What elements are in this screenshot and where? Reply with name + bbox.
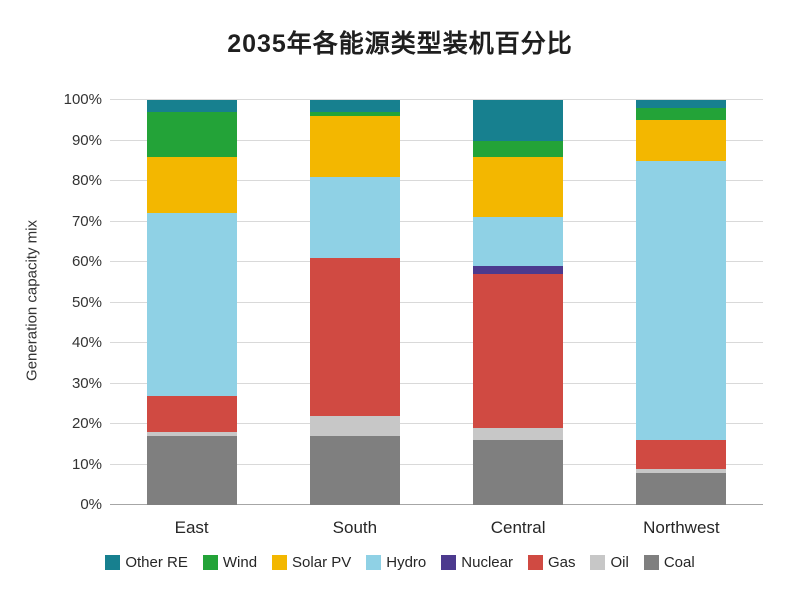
x-tick-label-northwest: Northwest [643,518,720,537]
y-tick-label: 70% [71,212,102,230]
legend-label: Nuclear [461,554,513,571]
segment-hydro [473,217,564,267]
bar-northwest [636,100,727,505]
segment-oil [636,468,727,473]
segment-oil [473,428,564,441]
gridline [110,382,763,384]
legend-item-oil: Oil [590,554,629,571]
plot-area [110,99,763,505]
segment-coal [309,436,400,505]
segment-other-re [473,100,564,141]
segment-coal [636,472,727,505]
legend-label: Hydro [386,554,427,571]
gridline [110,180,763,181]
segment-other-re [309,100,400,113]
gridline [110,99,763,100]
legend-label: Solar PV [292,554,352,571]
y-tick-label: 90% [71,131,102,149]
x-tick-label-central: Central [490,518,546,537]
segment-solar-pv [146,156,237,214]
bar-south [309,100,400,505]
legend-swatch-icon [590,555,606,570]
y-tick-label: 80% [71,172,102,189]
legend-swatch-icon [643,555,659,570]
y-tick-label: 10% [71,455,102,473]
segment-hydro [146,213,237,396]
legend-swatch-icon [366,555,382,570]
gridline [110,261,763,262]
y-tick-label: 20% [71,415,102,432]
legend-item-solar-pv: Solar PV [272,554,351,571]
segment-wind [309,112,400,117]
segment-gas [473,274,564,429]
segment-hydro [636,160,727,441]
legend-swatch-icon [202,555,218,570]
gridline [110,342,763,343]
segment-wind [636,108,727,121]
legend: Other RE Wind Solar PV Hydro Nuclear Gas Oil Co… [0,554,800,571]
legend-label: Other RE [125,554,188,571]
legend-item-gas: Gas [527,554,576,571]
gridline [110,423,763,424]
gridline [110,220,763,222]
segment-gas [636,440,727,469]
y-tick-label: 40% [71,334,102,351]
segment-coal [473,440,564,505]
legend-item-coal: Coal [643,554,695,571]
segment-gas [146,395,237,433]
bar-east [146,100,237,505]
segment-other-re [146,100,237,113]
bar-central [473,100,564,505]
y-tick-label: 60% [71,253,102,270]
x-axis-line [110,504,763,505]
segment-oil [146,432,237,437]
legend-swatch-icon [527,555,543,570]
segment-hydro [309,176,400,258]
legend-label: Gas [547,554,576,571]
segment-solar-pv [636,120,727,161]
y-tick-label: 30% [71,374,102,392]
segment-wind [473,140,564,157]
legend-item-other-re: Other RE [105,554,188,571]
gridline [110,463,763,465]
x-tick-label-south: South [332,518,378,537]
y-tick-label: 50% [71,293,102,311]
segment-wind [146,112,237,157]
x-tick-label-east: East [174,518,209,537]
legend-label: Wind [222,554,258,571]
legend-swatch-icon [441,555,457,570]
legend-item-nuclear: Nuclear [441,554,513,571]
gridline [110,301,763,303]
legend-label: Coal [663,554,695,571]
segment-other-re [636,100,727,109]
segment-solar-pv [473,156,564,218]
segment-coal [146,436,237,505]
legend-label: Oil [610,554,629,571]
legend-swatch-icon [105,555,121,570]
legend-item-wind: Wind [202,554,258,571]
y-tick-label: 100% [63,91,102,108]
y-axis-ticks: 0% 10% 20% 30% 40% 50% 60% 70% 80% 90% 100% [30,92,102,513]
legend-item-hydro: Hydro [366,554,426,571]
y-tick-label: 0% [80,496,102,513]
segment-oil [309,415,400,437]
gridline [110,139,763,141]
segment-nuclear [473,266,564,275]
segment-gas [309,257,400,416]
x-axis-labels: East South Central Northwest [110,518,763,542]
chart-title: 2035年各能源类型装机百分比 [227,30,573,58]
legend-swatch-icon [272,555,288,570]
segment-solar-pv [309,116,400,177]
